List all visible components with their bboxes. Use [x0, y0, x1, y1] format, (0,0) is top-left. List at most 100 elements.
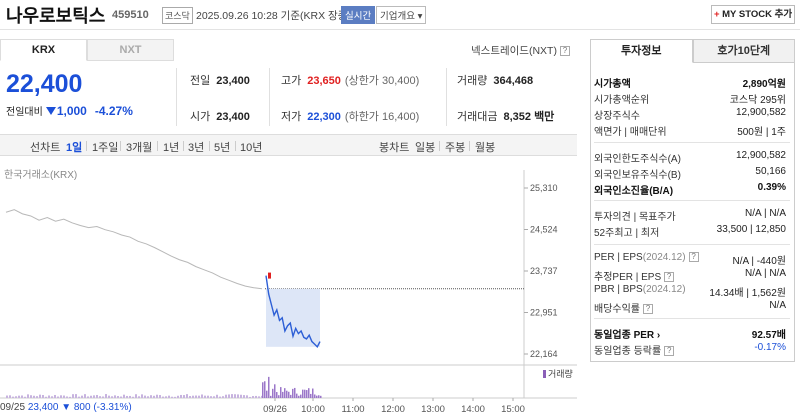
volume-bar	[298, 395, 300, 398]
x-tick-label: 15:00	[501, 404, 525, 415]
volume-bar	[294, 387, 296, 398]
down-triangle-icon	[45, 107, 56, 115]
prev-value: 23,400	[216, 75, 250, 87]
divider	[446, 68, 447, 126]
quote-high: 고가 23,650 (상한가 30,400)	[281, 72, 419, 88]
row-foreign-hold: 외국인보유주식수(B) 50,166	[594, 166, 786, 181]
opinion-value: N/A | N/A	[745, 208, 786, 219]
candle-weekly[interactable]: 주봉	[445, 142, 466, 154]
divider	[594, 142, 790, 143]
volume-bar	[274, 384, 276, 398]
tab-nxt[interactable]: NXT	[87, 39, 174, 61]
period-1y[interactable]: 1년	[163, 142, 180, 154]
volume-bar	[231, 394, 233, 398]
per-label-group: PER | EPS(2024.12)?	[594, 252, 699, 263]
volume-bar	[165, 396, 167, 398]
volume-bar	[174, 396, 176, 398]
volume-bar	[180, 394, 182, 398]
volume-bar	[129, 395, 131, 398]
foreign-hold-value: 50,166	[755, 166, 786, 177]
volume-bar	[243, 395, 245, 398]
help-icon[interactable]: ?	[664, 272, 675, 282]
volume-bar	[249, 396, 251, 398]
per-year: (2024.12)	[642, 252, 686, 263]
price-chart[interactable]: 25,310 24,524 23,737 22,951 22,164 09/26 10:00…	[0, 160, 577, 418]
period-10y[interactable]: 10년	[240, 142, 263, 154]
help-icon[interactable]: ?	[688, 252, 699, 262]
current-price: 22,400	[6, 70, 83, 98]
volume-bar	[276, 392, 278, 398]
volume-bar	[168, 395, 170, 398]
corp-overview-button[interactable]: 기업개요 ▾	[376, 6, 427, 24]
market-cap-value: 2,890억원	[742, 79, 786, 90]
volume-bar	[99, 396, 101, 398]
pbr-value: 14.34배 | 1,562원	[709, 288, 786, 299]
volume-bar	[258, 396, 260, 398]
volume-bar	[290, 394, 292, 398]
foreign-hold-label: 외국인보유주식수(B)	[594, 170, 681, 181]
high-marker	[268, 272, 271, 279]
volume-bar	[286, 390, 288, 398]
nxt-link[interactable]: 넥스트레이드(NXT)?	[471, 43, 570, 58]
realtime-badge[interactable]: 실시간	[341, 6, 376, 24]
chevron-right-icon: ›	[654, 330, 661, 341]
line-chart-label[interactable]: 선차트	[30, 142, 61, 154]
help-icon[interactable]: ?	[559, 46, 570, 56]
help-icon[interactable]: ?	[664, 346, 675, 356]
industry-rate-label: 동일업종 등락률	[594, 346, 662, 357]
open-label: 시가	[190, 111, 211, 123]
volume-bar	[60, 395, 62, 398]
change-value: 1,000	[56, 104, 87, 118]
volume-bar	[302, 389, 304, 398]
period-1d[interactable]: 1일	[66, 142, 83, 154]
add-mystock-button[interactable]: + MY STOCK 추가	[711, 5, 795, 24]
volume-bar	[18, 395, 20, 398]
volume-value: 364,468	[493, 75, 534, 87]
nxt-link-label: 넥스트레이드(NXT)	[471, 45, 557, 57]
tab-orderbook[interactable]: 호가10단계	[692, 39, 795, 63]
tab-krx[interactable]: KRX	[0, 39, 87, 61]
y-tick-label: 23,737	[530, 266, 558, 276]
volume-bar	[150, 395, 152, 398]
volume-bar	[201, 394, 203, 398]
dividend-label-group: 배당수익률?	[594, 300, 653, 315]
candle-daily[interactable]: 일봉	[415, 142, 436, 154]
dividend-label: 배당수익률	[594, 304, 640, 315]
period-1w[interactable]: 1주일	[92, 142, 119, 154]
volume-bar	[63, 395, 65, 398]
period-5y[interactable]: 5년	[214, 142, 231, 154]
row-foreign-limit: 외국인한도주식수(A) 12,900,582	[594, 150, 786, 165]
prev-day-line	[5, 209, 263, 290]
y-tick-label: 25,310	[530, 183, 558, 193]
volume-bar	[252, 396, 254, 398]
volume-bar	[9, 395, 11, 398]
foreign-limit-value: 12,900,582	[735, 150, 786, 161]
help-icon[interactable]: ?	[643, 304, 653, 314]
volume-swatch	[543, 370, 546, 378]
bottom-change: ▼ 800	[61, 402, 91, 413]
low-label: 저가	[281, 111, 302, 123]
row-per: PER | EPS(2024.12)? N/A | -440원	[594, 252, 786, 267]
candle-monthly[interactable]: 월봉	[475, 142, 496, 154]
volume-bar	[33, 395, 35, 398]
tab-invest-info[interactable]: 투자정보	[590, 39, 693, 63]
volume-bar	[147, 396, 149, 398]
period-3m[interactable]: 3개월	[126, 142, 153, 154]
volume-bar	[204, 395, 206, 398]
volume-legend: 거래량	[543, 367, 573, 380]
period-3y[interactable]: 3년	[188, 142, 205, 154]
volume-bar	[216, 394, 218, 398]
volume-bar	[266, 390, 268, 398]
volume-bar	[39, 394, 41, 398]
divider	[86, 141, 87, 151]
volume-bar	[288, 391, 290, 398]
right-panel-tabs: 투자정보 호가10단계	[590, 39, 795, 63]
corp-overview-label: 기업개요	[380, 11, 415, 22]
candle-chart-label[interactable]: 봉차트	[379, 142, 410, 154]
volume-bar	[30, 395, 32, 398]
volume-bar	[123, 394, 125, 398]
divider	[183, 141, 184, 151]
volume-bar	[24, 396, 26, 398]
volume-bar	[144, 395, 146, 398]
volume-bar	[171, 396, 173, 398]
